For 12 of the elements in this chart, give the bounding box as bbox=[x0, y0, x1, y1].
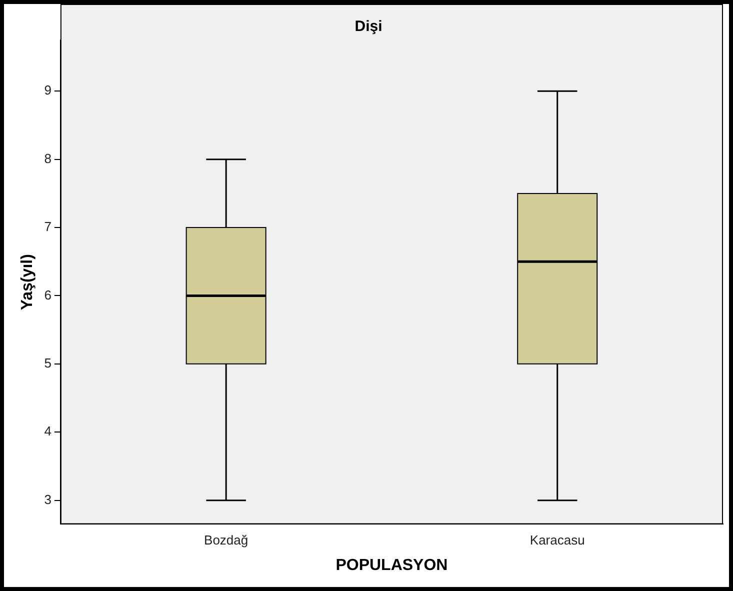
y-tick-label: 3 bbox=[44, 492, 52, 507]
y-tick-label: 9 bbox=[44, 82, 52, 98]
y-tick-label: 4 bbox=[44, 424, 52, 439]
x-tick-label: Karacasu bbox=[530, 532, 585, 548]
y-tick-label: 8 bbox=[44, 150, 52, 166]
y-tick-label: 6 bbox=[44, 287, 52, 302]
y-axis-title: Yaş(yıl) bbox=[19, 254, 36, 310]
x-axis-title: POPULASYON bbox=[336, 556, 448, 574]
y-tick-label: 7 bbox=[44, 219, 52, 234]
y-tick-label: 5 bbox=[44, 356, 52, 371]
chart-title: Dişi bbox=[354, 18, 382, 36]
x-tick-label: Bozdağ bbox=[204, 532, 248, 548]
